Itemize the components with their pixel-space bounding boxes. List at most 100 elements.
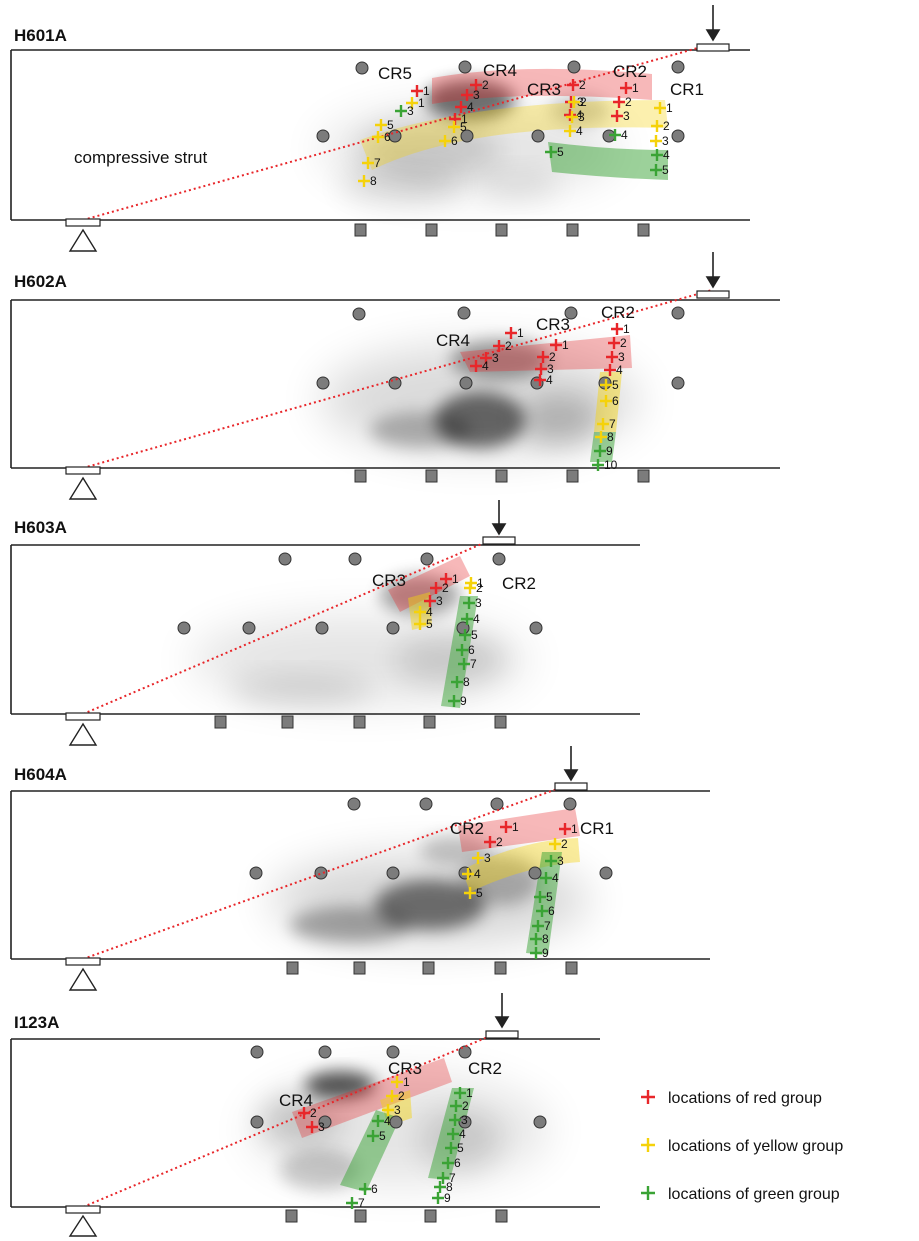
crack-label: CR2 — [502, 574, 536, 593]
yellow-location-marker: 4 — [462, 867, 481, 881]
load-arrow — [705, 5, 721, 42]
location-number: 5 — [426, 617, 433, 631]
location-number: 5 — [476, 886, 483, 900]
green-location-marker: 8 — [530, 932, 549, 946]
yellow-plus-icon — [651, 120, 663, 132]
location-number: 8 — [370, 174, 377, 188]
location-number: 6 — [451, 134, 458, 148]
green-location-marker: 5 — [534, 890, 553, 904]
location-number: 2 — [398, 1089, 405, 1103]
red-location-marker: 4 — [604, 363, 623, 377]
yellow-location-marker: 5 — [375, 118, 394, 132]
green-plus-icon — [372, 1115, 384, 1127]
yellow-plus-icon — [439, 135, 451, 147]
support-plate — [65, 957, 101, 966]
green-plus-icon — [449, 1114, 461, 1126]
compressive-strut-line — [82, 289, 713, 469]
yellow-plus-icon — [600, 379, 612, 391]
red-plus-icon — [606, 351, 618, 363]
red-location-marker: 1 — [440, 572, 459, 586]
location-number: 1 — [517, 326, 524, 340]
green-location-marker: 3 — [545, 854, 564, 868]
yellow-plus-icon — [464, 887, 476, 899]
green-plus-icon — [447, 1128, 459, 1140]
location-number: 1 — [666, 101, 673, 115]
red-plus-icon — [608, 337, 620, 349]
red-plus-icon — [298, 1107, 310, 1119]
location-number: 3 — [436, 594, 443, 608]
sensor-circles — [249, 797, 613, 880]
green-location-marker: 7 — [532, 919, 551, 933]
red-plus-icon — [534, 374, 546, 386]
sensor-squares — [354, 223, 650, 237]
yellow-location-marker: 3 — [382, 1103, 401, 1117]
location-number: 5 — [546, 890, 553, 904]
red-plus-icon — [611, 110, 623, 122]
location-number: 4 — [576, 124, 583, 138]
load-arrow — [563, 746, 579, 782]
green-plus-icon — [450, 1100, 462, 1112]
green-location-marker: 4 — [461, 612, 480, 626]
red-plus-icon — [620, 82, 632, 94]
green-location-marker: 8 — [434, 1180, 453, 1194]
location-number: 8 — [463, 675, 470, 689]
sensor-circles — [316, 306, 685, 390]
legend-item-green: locations of green group — [641, 1186, 840, 1203]
red-plus-icon — [604, 364, 616, 376]
green-location-marker: 9 — [448, 694, 467, 708]
yellow-plus-icon — [641, 1138, 655, 1152]
yellow-plus-icon — [464, 582, 476, 594]
yellow-plus-icon — [650, 135, 662, 147]
green-plus-icon — [437, 1172, 449, 1184]
location-number: 5 — [379, 1129, 386, 1143]
green-location-marker: 7 — [346, 1196, 365, 1210]
red-plus-icon — [567, 79, 579, 91]
beam-outline — [10, 299, 780, 469]
red-plus-icon — [470, 79, 482, 91]
location-number: 9 — [542, 946, 549, 960]
compressive-strut-line — [82, 536, 499, 715]
yellow-plus-icon — [595, 431, 607, 443]
yellow-plus-icon — [386, 1090, 398, 1102]
green-plus-icon — [594, 445, 606, 457]
red-location-marker: 4 — [564, 108, 583, 122]
green-plus-icon — [534, 891, 546, 903]
green-location-marker: 6 — [359, 1182, 378, 1196]
red-plus-icon — [535, 363, 547, 375]
yellow-location-marker: 5 — [448, 120, 467, 134]
location-number: 1 — [571, 822, 578, 836]
compressive-strut-line — [82, 783, 572, 960]
location-number: 3 — [407, 104, 414, 118]
yellow-location-marker: 7 — [362, 156, 381, 170]
green-location-marker: 3 — [395, 104, 414, 118]
red-location-marker: 2 — [613, 95, 632, 109]
green-plus-icon — [458, 658, 470, 670]
yellow-plus-icon — [375, 119, 387, 131]
crack-label: CR1 — [580, 819, 614, 838]
location-number: 10 — [604, 458, 618, 472]
load-arrow — [494, 993, 510, 1029]
yellow-plus-icon — [597, 418, 609, 430]
green-plus-icon — [530, 947, 542, 959]
green-location-marker: 6 — [456, 643, 475, 657]
panel-title: H602A — [14, 272, 67, 291]
ae-density-shading — [320, 340, 640, 455]
location-number: 4 — [474, 867, 481, 881]
yellow-location-marker: 6 — [372, 130, 391, 144]
location-number: 8 — [542, 932, 549, 946]
yellow-location-marker: 2 — [568, 95, 587, 109]
green-location-marker: 3 — [449, 1113, 468, 1127]
green-location-marker: 3 — [463, 596, 482, 610]
green-plus-icon — [536, 905, 548, 917]
yellow-plus-icon — [372, 131, 384, 143]
green-location-marker: 1 — [454, 1086, 473, 1100]
panel-h602a: H602A CR4 CR3 CR2 — [10, 252, 780, 500]
sensor-squares — [214, 715, 507, 729]
support-plate — [65, 712, 101, 721]
red-plus-icon — [461, 89, 473, 101]
location-number: 3 — [461, 1113, 468, 1127]
yellow-plus-icon — [382, 1104, 394, 1116]
location-number: 3 — [473, 88, 480, 102]
panel-h603a: H603A CR3 CR2 — [10, 500, 640, 746]
